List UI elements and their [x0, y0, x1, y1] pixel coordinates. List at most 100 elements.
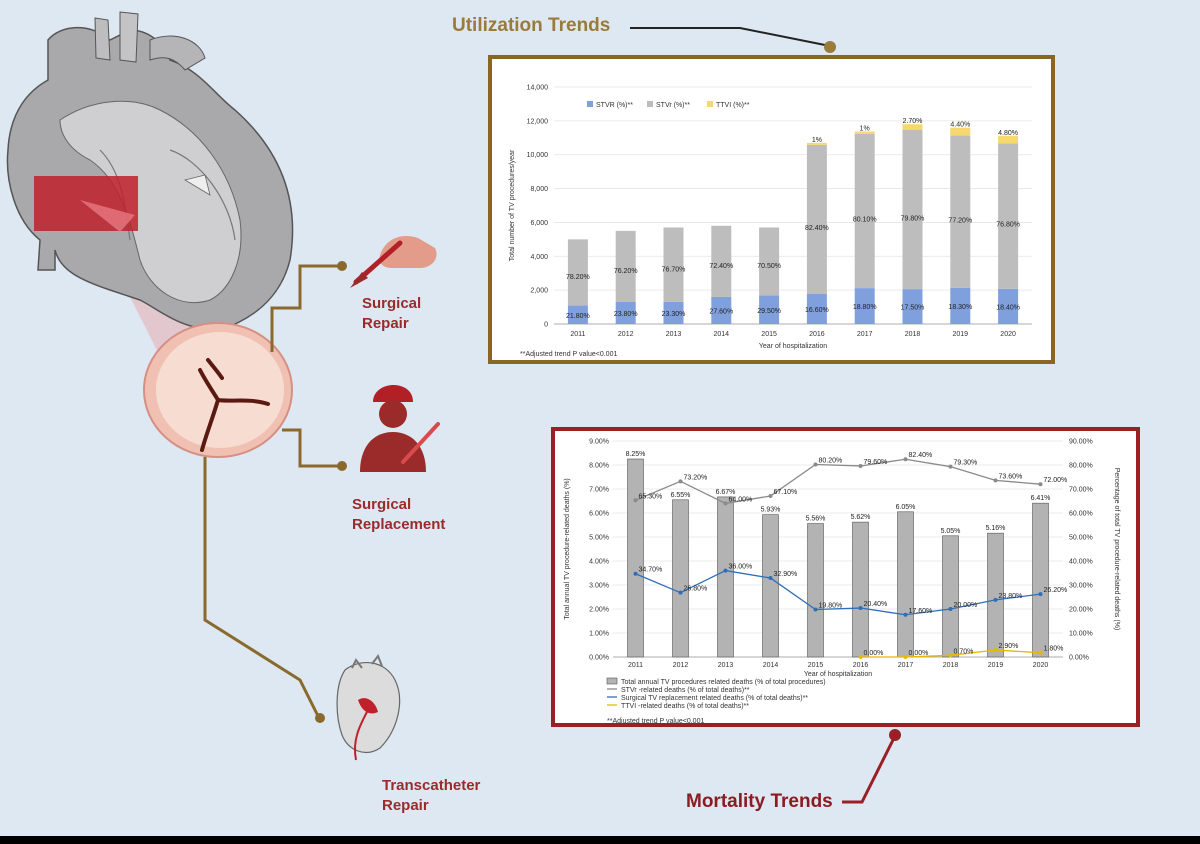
line-data-label: 23.80% — [999, 593, 1023, 600]
legend-label: TTVI -related deaths (% of total deaths)… — [621, 703, 749, 710]
series-point — [633, 498, 638, 503]
line-data-label: 34.70% — [639, 567, 663, 574]
legend-label: TTVI (%)** — [716, 102, 750, 109]
transcatheter-repair-label: Transcatheter Repair — [382, 777, 481, 814]
data-label: 23.80% — [614, 311, 638, 318]
data-label: 21.80% — [566, 313, 590, 320]
bar — [762, 514, 779, 658]
y-right-tick-label: 60.00% — [1069, 511, 1093, 518]
line-data-label: 0.00% — [909, 650, 929, 657]
legend-label: STVr -related deaths (% of total deaths)… — [621, 687, 750, 694]
y-tick-label: 3.00% — [589, 583, 609, 590]
series-point — [768, 576, 773, 581]
y-right-tick-label: 90.00% — [1069, 439, 1093, 446]
bar-data-label: 6.05% — [896, 504, 916, 511]
bar-segment — [950, 127, 971, 136]
y-tick-label: 14,000 — [527, 85, 549, 92]
y-tick-label: 0 — [544, 322, 548, 329]
utilization-chart-frame: 0 2,000 4,000 6,000 8,000 10,000 12,000 14,000 2… — [488, 55, 1055, 364]
legend-label: Total annual TV procedures related death… — [621, 679, 826, 686]
series-point — [678, 590, 683, 595]
data-label: 18.80% — [853, 304, 877, 311]
mort-title-connector — [842, 735, 897, 804]
x-tick-label: 2018 — [943, 662, 959, 669]
x-tick-label: 2016 — [809, 331, 825, 338]
x-axis-label: Year of hospitalization — [804, 671, 872, 678]
series-point — [993, 478, 998, 483]
y-right-tick-label: 10.00% — [1069, 631, 1093, 638]
bar-segment — [567, 239, 588, 306]
x-tick-label: 2014 — [763, 662, 779, 669]
y-tick-label: 4.00% — [589, 559, 609, 566]
line-data-label: 26.80% — [684, 586, 708, 593]
y-tick-label: 6.00% — [589, 511, 609, 518]
bar-segment — [615, 230, 636, 302]
y-tick-label: 1.00% — [589, 631, 609, 638]
y-tick-label: 7.00% — [589, 487, 609, 494]
x-tick-label: 2013 — [718, 662, 734, 669]
legend-label: STVR (%)** — [596, 102, 633, 109]
data-label: 29.50% — [757, 308, 781, 315]
legend-swatch — [647, 101, 653, 107]
line-data-label: 17.60% — [909, 608, 933, 615]
mortality-title: Mortality Trends — [686, 791, 833, 812]
series-point — [768, 493, 773, 498]
data-label: 76.80% — [996, 221, 1020, 228]
bar — [1032, 502, 1049, 658]
y-axis-label: Total number of TV procedures/year — [509, 149, 516, 261]
bar — [897, 511, 914, 658]
line-data-label: 79.30% — [954, 460, 978, 467]
y-right-axis-label: Percentage of total TV procedure-related… — [1113, 468, 1120, 631]
legend-swatch — [707, 101, 713, 107]
data-label: 76.70% — [662, 266, 686, 273]
x-tick-label: 2019 — [953, 331, 969, 338]
bar-segment — [902, 289, 923, 324]
data-label: 16.60% — [805, 307, 829, 314]
line-data-label: 0.00% — [864, 650, 884, 657]
data-label: 79.80% — [901, 215, 925, 222]
bottom-bar — [0, 836, 1200, 844]
x-tick-label: 2011 — [570, 331, 585, 338]
bar-segment — [998, 143, 1019, 289]
x-tick-label: 2011 — [628, 662, 643, 669]
series-point — [1038, 592, 1043, 597]
mortality-chart: 0.00% 1.00% 2.00% 3.00% 4.00% 5.00% 6.00% 7.00%… — [564, 439, 1120, 726]
series-point — [633, 571, 638, 576]
y-axis-label: Total annual TV procedure-related deaths… — [564, 478, 571, 620]
y-tick-label: 12,000 — [527, 118, 549, 125]
data-label: 17.50% — [901, 305, 925, 312]
mort-title-dot — [889, 729, 901, 741]
branch-lines — [203, 264, 340, 717]
bar-segment — [950, 287, 971, 324]
data-label: 76.20% — [614, 268, 638, 275]
line-data-label: 65.30% — [639, 493, 663, 500]
line-data-label: 36.00% — [729, 564, 753, 571]
data-label: 70.50% — [757, 263, 781, 270]
footnote: **Adjusted trend P value<0.001 — [520, 351, 617, 358]
branch-dot-repair — [337, 261, 347, 271]
series-point — [993, 648, 998, 653]
utilization-chart: 0 2,000 4,000 6,000 8,000 10,000 12,000 14,000 2… — [509, 85, 1032, 358]
bar-data-label: 5.62% — [851, 514, 871, 521]
data-label: 72.40% — [709, 263, 733, 270]
line-data-label: 2.90% — [999, 643, 1019, 650]
series-point — [903, 612, 908, 617]
y-tick-label: 4,000 — [530, 254, 548, 261]
line-data-label: 80.20% — [819, 458, 843, 465]
bar-segment — [854, 131, 875, 134]
line-data-label: 32.90% — [774, 571, 798, 578]
bar-segment — [854, 133, 875, 289]
x-tick-label: 2017 — [898, 662, 914, 669]
data-label: 4.40% — [950, 122, 970, 129]
bar — [672, 499, 689, 658]
transcatheter-heart-icon — [336, 653, 401, 761]
x-tick-label: 2014 — [714, 331, 730, 338]
line-data-label: 1.80% — [1044, 646, 1064, 653]
line-data-label: 19.80% — [819, 602, 843, 609]
data-label: 80.10% — [853, 217, 877, 224]
bar — [717, 496, 734, 658]
data-label: 2.70% — [903, 118, 923, 125]
bar-data-label: 6.67% — [716, 489, 736, 496]
bar-segment — [902, 124, 923, 130]
